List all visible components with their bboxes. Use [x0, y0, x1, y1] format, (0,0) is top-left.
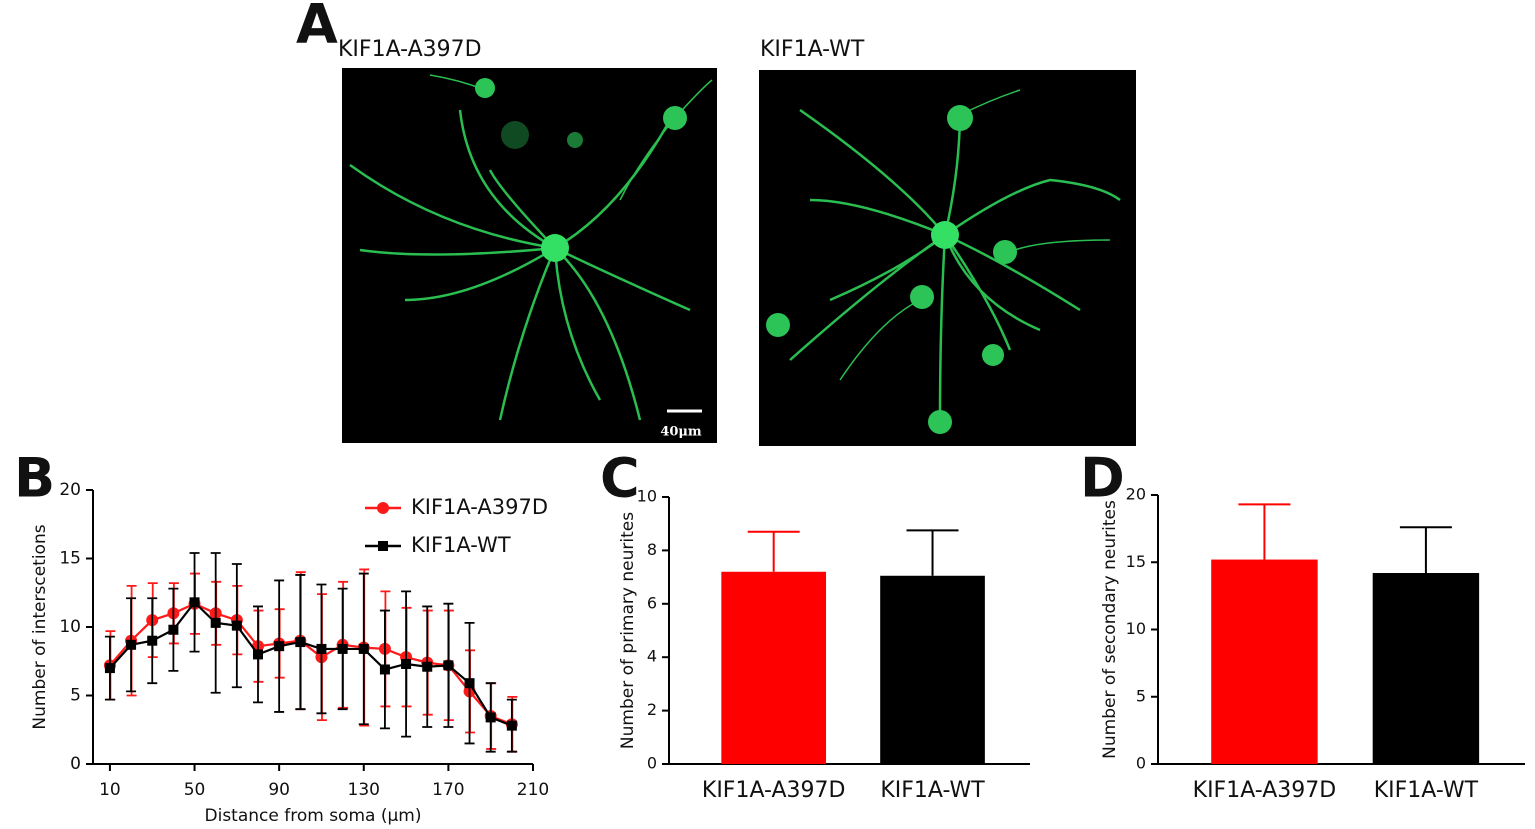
- point: [379, 664, 390, 675]
- y-tick-label: 10: [59, 617, 81, 637]
- bar: [880, 575, 985, 764]
- micrograph: [759, 70, 1136, 446]
- y-tick-label: 5: [70, 686, 81, 706]
- point: [443, 660, 454, 671]
- panel-label: A: [296, 0, 338, 56]
- point: [210, 617, 221, 628]
- point: [253, 649, 263, 660]
- point: [401, 658, 412, 669]
- image-title: KIF1A-WT: [760, 37, 865, 62]
- scale-bar-label: 40μm: [660, 425, 702, 440]
- legend-marker: [378, 541, 388, 551]
- y-tick-label: 20: [1126, 485, 1146, 504]
- y-tick-label: 6: [647, 593, 657, 612]
- point: [104, 663, 115, 674]
- point: [295, 637, 306, 648]
- x-tick-label: 210: [517, 780, 549, 800]
- point: [485, 712, 496, 723]
- x-tick-label: KIF1A-A397D: [702, 778, 846, 803]
- bar: [1211, 559, 1318, 764]
- y-axis-title: Number of secondary neurites: [1100, 500, 1120, 759]
- point: [464, 678, 475, 689]
- y-tick-label: 15: [1126, 552, 1146, 571]
- y-tick-label: 0: [70, 754, 81, 774]
- point: [506, 720, 517, 731]
- point: [231, 620, 242, 631]
- point: [274, 641, 285, 652]
- x-tick-label: KIF1A-A397D: [1193, 778, 1337, 803]
- x-tick-label: KIF1A-WT: [880, 778, 985, 803]
- x-tick-label: 10: [99, 780, 121, 800]
- y-tick-label: 10: [637, 487, 657, 506]
- y-tick-label: 5: [1136, 686, 1146, 705]
- point: [126, 639, 137, 650]
- point: [337, 643, 348, 654]
- x-tick-label: 170: [432, 780, 464, 800]
- y-axis-title: Number of primary neurites: [618, 512, 638, 749]
- bar: [1372, 573, 1480, 764]
- legend-label: KIF1A-WT: [411, 533, 511, 557]
- y-tick-label: 2: [647, 700, 657, 719]
- y-tick-label: 15: [59, 549, 81, 569]
- x-tick-label: KIF1A-WT: [1374, 778, 1479, 803]
- legend-marker: [377, 502, 389, 514]
- y-axis-title: Number of interscetions: [30, 524, 50, 729]
- panel-label: B: [14, 447, 55, 510]
- point: [189, 597, 200, 608]
- micrograph: 40μm: [342, 68, 717, 443]
- x-axis-title: Distance from soma (μm): [205, 806, 422, 826]
- point: [422, 661, 433, 672]
- panel-label: D: [1080, 447, 1125, 510]
- bar: [721, 571, 827, 764]
- x-tick-label: 90: [268, 780, 290, 800]
- legend-label: KIF1A-A397D: [411, 495, 548, 519]
- y-tick-label: 8: [647, 540, 657, 559]
- y-tick-label: 10: [1126, 619, 1146, 638]
- point: [147, 635, 158, 646]
- x-tick-label: 130: [348, 780, 380, 800]
- y-tick-label: 0: [1136, 754, 1146, 773]
- y-tick-label: 0: [647, 754, 657, 773]
- panel-label: C: [600, 447, 640, 510]
- point: [358, 643, 369, 654]
- y-tick-label: 4: [647, 647, 657, 666]
- image-title: KIF1A-A397D: [338, 37, 482, 62]
- point: [168, 624, 179, 635]
- y-tick-label: 20: [59, 480, 81, 500]
- x-tick-label: 50: [184, 780, 206, 800]
- point: [316, 643, 327, 654]
